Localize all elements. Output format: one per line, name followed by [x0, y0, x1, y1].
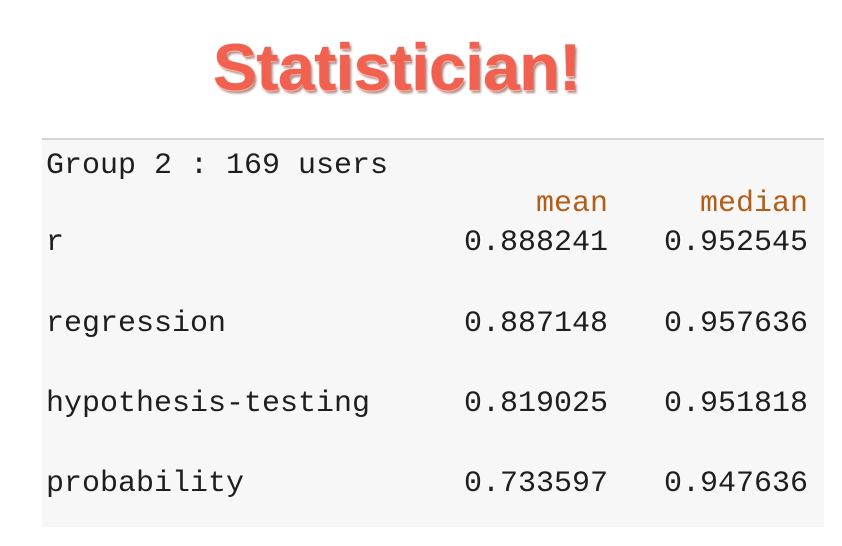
column-header-median: median [699, 187, 808, 221]
output-table: Group 2 : 169 users mean median r 0.8882… [42, 138, 824, 527]
mean-value: 0.888241 [463, 226, 608, 260]
row-label: probability [46, 467, 245, 501]
median-value: 0.951818 [663, 387, 808, 421]
median-value: 0.957636 [663, 307, 808, 341]
mean-value: 0.733597 [463, 467, 608, 501]
row-label: r [46, 226, 65, 260]
slide-title: Statistician! [213, 30, 581, 104]
median-value: 0.952545 [663, 226, 808, 260]
column-header-mean: mean [535, 187, 608, 221]
row-label: hypothesis-testing [46, 387, 371, 421]
mean-value: 0.819025 [463, 387, 608, 421]
median-value: 0.947636 [663, 467, 808, 501]
group-summary: Group 2 : 169 users [46, 149, 389, 183]
row-label: regression [46, 307, 227, 341]
mean-value: 0.887148 [463, 307, 608, 341]
